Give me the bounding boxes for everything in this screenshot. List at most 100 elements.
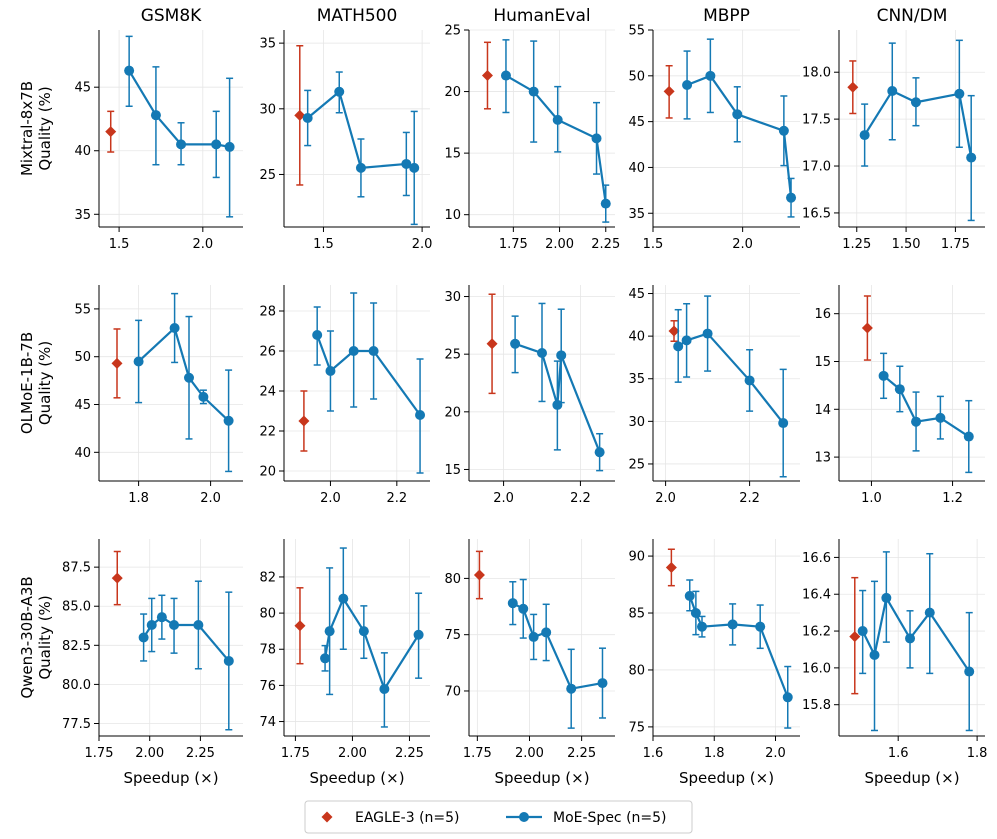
panel-mixtral-8x7b-cnn-dm: 1.25 1.50 1.75 16.5 17.0 17.5 18.0 bbox=[802, 30, 985, 252]
panel-qwen3-30b-a3b-math500: 1.75 2.00 2.25 74 76 78 80 82 bbox=[259, 539, 430, 761]
y-tick-label: 15 bbox=[444, 147, 461, 162]
moe-series-line bbox=[686, 74, 793, 198]
x-tick-label: 1.8 bbox=[704, 746, 725, 761]
panel-mixtral-8x7b-math500: 1.5 2.0 25 30 35 bbox=[259, 30, 432, 252]
moe-point bbox=[156, 612, 167, 623]
moe-series-line bbox=[688, 595, 789, 698]
x-tick-label: 2.00 bbox=[545, 237, 574, 252]
moe-point bbox=[924, 607, 935, 618]
moe-point bbox=[133, 356, 144, 367]
legend-eagle-label: EAGLE-3 (n=5) bbox=[355, 810, 460, 826]
legend: EAGLE-3 (n=5) MoE-Spec (n=5) bbox=[304, 800, 693, 834]
y-tick-label: 15 bbox=[814, 355, 831, 370]
x-tick-label: 2.00 bbox=[515, 746, 544, 761]
moe-point bbox=[702, 328, 713, 339]
moe-point bbox=[954, 88, 965, 99]
panel-mixtral-8x7b-mbpp: 1.5 2.0 35 40 45 50 55 bbox=[628, 24, 800, 252]
y-tick-label: 55 bbox=[628, 24, 645, 39]
col-title-mbpp: MBPP bbox=[703, 6, 750, 26]
row-label-mixtral: Mixtral-8x7BQuality (%) bbox=[18, 81, 54, 176]
eagle-point bbox=[663, 85, 675, 97]
x-tick-label: 2.0 bbox=[655, 491, 676, 506]
x-axis-label: Speedup (×) bbox=[864, 769, 959, 787]
moe-point bbox=[379, 684, 390, 695]
x-tick-label: 2.00 bbox=[338, 746, 367, 761]
moe-point bbox=[169, 619, 180, 630]
x-tick-label: 2.0 bbox=[493, 491, 514, 506]
y-tick-label: 90 bbox=[628, 550, 645, 565]
y-tick-label: 18.0 bbox=[802, 66, 831, 81]
y-tick-label: 25 bbox=[444, 348, 461, 363]
eagle-point bbox=[861, 322, 873, 334]
y-tick-label: 20 bbox=[444, 85, 461, 100]
moe-series-line bbox=[128, 70, 230, 149]
moe-point bbox=[138, 632, 149, 643]
moe-point bbox=[146, 619, 157, 630]
x-tick-label: 1.8 bbox=[967, 746, 988, 761]
moe-point bbox=[682, 79, 693, 90]
x-tick-label: 1.0 bbox=[861, 491, 882, 506]
panel-olmoe-1b-7b-cnn-dm: 1.0 1.2 13 14 15 16 bbox=[814, 285, 985, 506]
y-tick-label: 40 bbox=[74, 144, 91, 159]
moe-point bbox=[732, 109, 743, 120]
moe-series-line bbox=[861, 596, 971, 673]
column-titles: GSM8K MATH500 HumanEval MBPP CNN/DM bbox=[141, 6, 948, 26]
y-tick-label: 16.0 bbox=[802, 661, 831, 676]
col-title-cnndm: CNN/DM bbox=[877, 6, 948, 26]
moe-point bbox=[727, 619, 738, 630]
eagle-point bbox=[111, 572, 123, 584]
eagle-point bbox=[111, 357, 123, 369]
moe-point bbox=[857, 626, 868, 637]
row-label-line: Qwen3-30B-A3B bbox=[18, 576, 36, 698]
y-tick-label: 25 bbox=[628, 457, 645, 472]
col-title-gsm8k: GSM8K bbox=[141, 6, 202, 26]
y-tick-label: 30 bbox=[444, 290, 461, 305]
y-tick-label: 70 bbox=[444, 684, 461, 699]
x-tick-label: 1.5 bbox=[313, 237, 334, 252]
moe-point bbox=[911, 416, 922, 427]
y-tick-label: 40 bbox=[74, 446, 91, 461]
moe-point bbox=[591, 133, 602, 144]
moe-series-line bbox=[323, 597, 420, 691]
moe-point bbox=[963, 431, 974, 442]
x-tick-label: 2.0 bbox=[192, 237, 213, 252]
y-tick-label: 16.4 bbox=[802, 588, 831, 603]
row-labels: Mixtral-8x7BQuality (%) OLMoE-1B-7BQuali… bbox=[18, 81, 54, 699]
col-title-humaneval: HumanEval bbox=[493, 6, 590, 26]
y-tick-label: 82.5 bbox=[62, 639, 91, 654]
moe-point bbox=[176, 139, 187, 150]
y-tick-label: 16 bbox=[814, 307, 831, 322]
y-tick-label: 30 bbox=[259, 102, 276, 117]
x-tick-label: 2.2 bbox=[570, 491, 591, 506]
legend-moe-marker bbox=[519, 812, 529, 822]
moe-point bbox=[124, 65, 135, 76]
panel-qwen3-30b-a3b-gsm8k: 1.75 2.00 2.25 77.5 80.0 82.5 85.0 87.5 bbox=[62, 539, 243, 761]
row-label-line: Quality (%) bbox=[36, 341, 54, 425]
y-tick-label: 80.0 bbox=[62, 678, 91, 693]
y-tick-label: 30 bbox=[628, 415, 645, 430]
moe-point bbox=[594, 447, 605, 458]
x-tick-label: 1.75 bbox=[499, 237, 528, 252]
eagle-point bbox=[486, 338, 498, 350]
x-tick-label: 1.6 bbox=[643, 746, 664, 761]
y-tick-label: 85.0 bbox=[62, 600, 91, 615]
moe-point bbox=[597, 678, 608, 689]
moe-point bbox=[684, 590, 695, 601]
row-label-line: Mixtral-8x7B bbox=[18, 81, 36, 176]
panel-olmoe-1b-7b-humaneval: 2.0 2.2 15 20 25 30 bbox=[444, 285, 615, 506]
eagle-point bbox=[294, 109, 306, 121]
x-tick-label: 1.6 bbox=[888, 746, 909, 761]
moe-point bbox=[528, 631, 539, 642]
moe-point bbox=[368, 346, 379, 356]
moe-point bbox=[552, 114, 563, 125]
moe-point bbox=[964, 666, 975, 677]
y-tick-label: 80 bbox=[628, 663, 645, 678]
moe-point bbox=[859, 130, 870, 141]
y-tick-label: 45 bbox=[628, 115, 645, 130]
moe-point bbox=[302, 112, 313, 123]
y-tick-label: 45 bbox=[74, 398, 91, 413]
x-tick-label: 2.00 bbox=[135, 746, 164, 761]
moe-point bbox=[358, 626, 369, 637]
y-tick-label: 55 bbox=[74, 302, 91, 317]
moe-point bbox=[887, 85, 898, 96]
